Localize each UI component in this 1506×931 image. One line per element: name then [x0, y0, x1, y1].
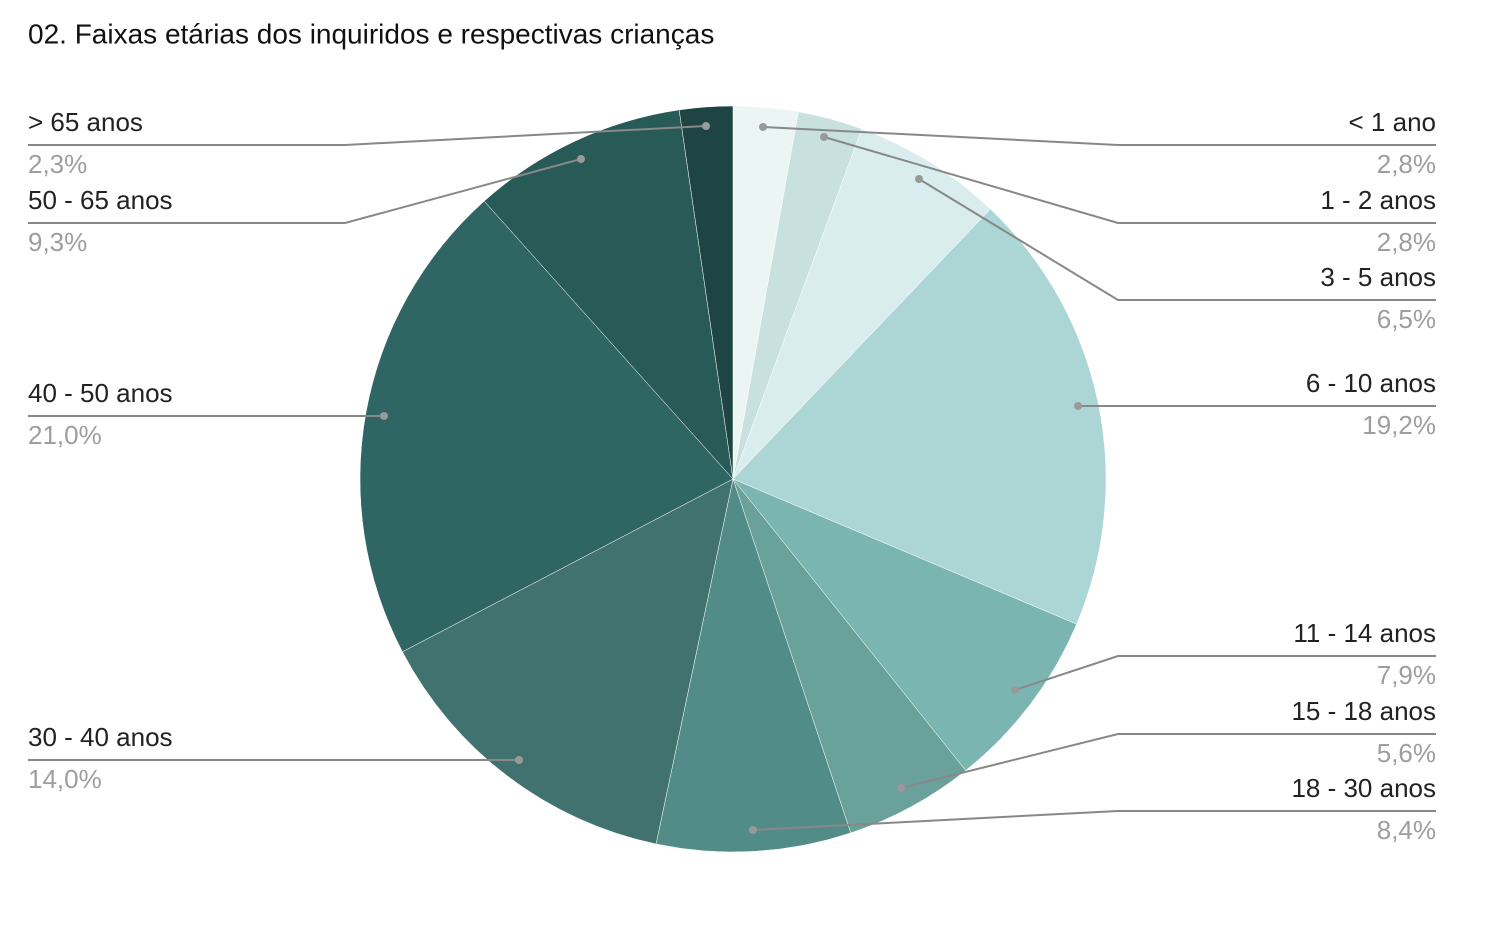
leader-line	[28, 125, 707, 146]
slice-value-label: 19,2%	[1362, 410, 1436, 440]
leader-dot	[820, 133, 828, 141]
leader-line	[28, 158, 582, 224]
slice-label: < 1 ano	[1349, 107, 1436, 137]
chart-title: 02. Faixas etárias dos inquiridos e resp…	[28, 18, 714, 49]
slice-value-label: 21,0%	[28, 420, 102, 450]
slice-label: 15 - 18 anos	[1291, 696, 1436, 726]
slice-label: 30 - 40 anos	[28, 722, 173, 752]
pie-slice	[483, 109, 734, 480]
slice-value-label: 7,9%	[1377, 660, 1436, 690]
leader-dot	[702, 122, 710, 130]
pie-slice	[732, 208, 1107, 625]
slice-value-label: 2,8%	[1377, 149, 1436, 179]
slice-label: 11 - 14 anos	[1293, 618, 1436, 648]
pie-slice	[655, 478, 852, 853]
leader-dot	[380, 412, 388, 420]
leader-line	[762, 126, 1436, 146]
slice-label: 1 - 2 anos	[1320, 185, 1436, 215]
slice-value-label: 5,6%	[1377, 738, 1436, 768]
leader-line	[918, 178, 1436, 301]
slice-label: 18 - 30 anos	[1291, 773, 1436, 803]
leader-dot	[759, 123, 767, 131]
leader-dot	[1074, 402, 1082, 410]
slice-label: 6 - 10 anos	[1306, 368, 1436, 398]
slice-value-label: 6,5%	[1377, 304, 1436, 334]
leader-dot	[915, 175, 923, 183]
slice-label: 3 - 5 anos	[1320, 262, 1436, 292]
pie-slice	[732, 478, 1077, 771]
slice-value-label: 14,0%	[28, 764, 102, 794]
slice-label: 50 - 65 anos	[28, 185, 173, 215]
leader-dot	[577, 155, 585, 163]
leader-dot	[749, 826, 757, 834]
slice-label: > 65 anos	[28, 107, 143, 137]
leader-line	[823, 136, 1436, 224]
leader-line	[900, 733, 1436, 789]
leader-dot	[1011, 686, 1019, 694]
slice-value-label: 8,4%	[1377, 815, 1436, 845]
pie-slice	[678, 105, 734, 480]
slice-value-label: 2,8%	[1377, 227, 1436, 257]
pie-slice	[359, 200, 734, 653]
leader-line	[1014, 655, 1436, 691]
pie-slice	[732, 128, 991, 480]
pie-slice	[402, 478, 734, 845]
slice-label: 40 - 50 anos	[28, 378, 173, 408]
leader-line	[752, 810, 1436, 831]
slice-value-label: 9,3%	[28, 227, 87, 257]
slice-value-label: 2,3%	[28, 149, 87, 179]
leader-dot	[897, 784, 905, 792]
leader-dot	[515, 756, 523, 764]
